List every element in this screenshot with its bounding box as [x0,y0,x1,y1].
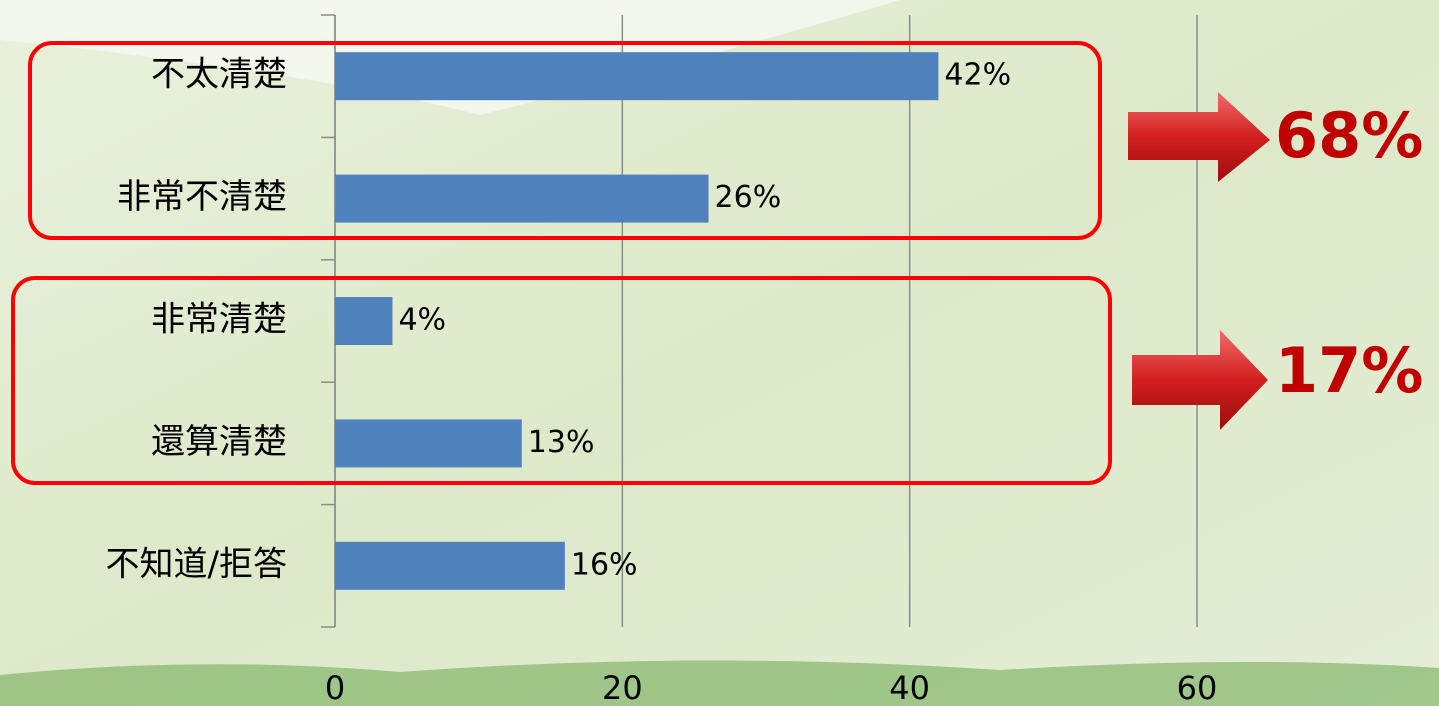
value-label: 42% [944,58,1011,93]
grass [0,660,1439,706]
bar [335,542,565,590]
value-label: 4% [398,303,446,338]
chart: 0 20 40 60 不太清楚 42% 非常不清楚 26% 非常清楚 4% 還算清楚 13% 不知道/拒… [0,0,1439,706]
annotation: 17% [1275,334,1423,407]
bar [335,419,522,467]
bar [335,175,709,223]
y-tick-label: 非常不清楚 [117,177,287,217]
bar [335,52,938,100]
value-label: 26% [715,180,782,215]
x-tick-label: 20 [602,669,643,706]
value-label: 16% [571,547,638,582]
y-tick-label: 還算清楚 [151,422,287,462]
value-label: 13% [528,425,595,460]
y-tick-label: 不太清楚 [151,55,287,95]
y-tick-label: 不知道/拒答 [106,544,287,584]
annotation: 68% [1275,99,1423,172]
x-tick-label: 40 [889,669,930,706]
bar [335,297,392,345]
x-tick-label: 60 [1177,669,1218,706]
y-tick-label: 非常清楚 [151,300,287,340]
x-tick-label: 0 [325,669,345,706]
